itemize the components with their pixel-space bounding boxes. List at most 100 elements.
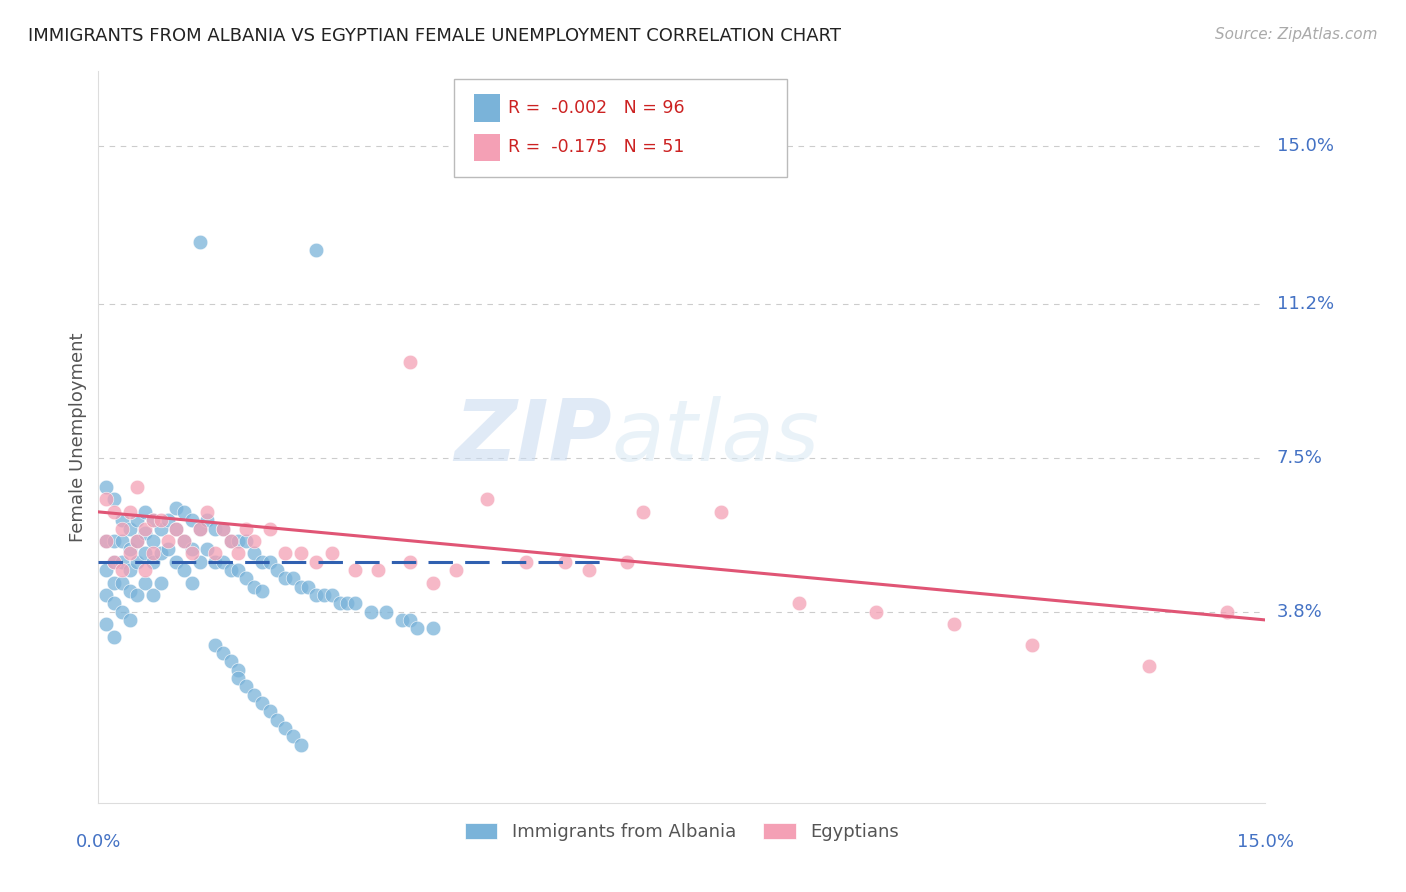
Point [422,621,444,635]
Point [219,655,242,669]
Point [111,605,134,619]
Point [142,588,165,602]
Point [274,721,297,735]
Point [204,521,226,535]
Point [274,546,297,560]
Point [266,713,288,727]
Point [243,580,266,594]
Point [259,705,281,719]
Point [422,575,444,590]
Point [235,680,257,694]
Point [142,533,165,548]
Point [142,513,165,527]
Point [290,580,312,594]
Point [134,563,156,577]
Point [228,533,250,548]
Point [250,696,273,710]
Point [103,630,125,644]
Point [165,555,187,569]
Point [336,596,359,610]
Text: 0.0%: 0.0% [76,833,121,851]
Point [118,546,141,560]
Point [142,513,165,527]
Point [180,513,202,527]
Point [134,505,156,519]
Point [127,533,149,548]
Point [111,563,134,577]
Point [195,513,218,527]
Legend: Immigrants from Albania, Egyptians: Immigrants from Albania, Egyptians [458,816,905,848]
Point [305,243,328,257]
Point [321,546,343,560]
Point [96,480,118,494]
Text: IMMIGRANTS FROM ALBANIA VS EGYPTIAN FEMALE UNEMPLOYMENT CORRELATION CHART: IMMIGRANTS FROM ALBANIA VS EGYPTIAN FEMA… [28,27,841,45]
Point [103,533,125,548]
Point [1215,605,1237,619]
Point [149,521,172,535]
Point [616,555,638,569]
Point [212,521,235,535]
Point [149,513,172,527]
Point [281,571,304,585]
Point [360,605,382,619]
Point [515,555,537,569]
Text: 15.0%: 15.0% [1237,833,1294,851]
Point [290,546,312,560]
Point [142,546,165,560]
Point [96,617,118,632]
Point [235,533,257,548]
Point [250,583,273,598]
Point [118,521,141,535]
Point [173,533,195,548]
Point [111,513,134,527]
Point [96,533,118,548]
Text: ZIP: ZIP [454,395,612,479]
Point [111,555,134,569]
Point [157,542,180,557]
Point [188,555,211,569]
Point [212,555,235,569]
Point [103,505,125,519]
Point [259,555,281,569]
Point [375,605,398,619]
Text: atlas: atlas [612,395,820,479]
Point [235,571,257,585]
Point [305,588,328,602]
Point [134,521,156,535]
Point [134,525,156,540]
Point [219,533,242,548]
Point [398,555,420,569]
Point [250,555,273,569]
Point [235,521,257,535]
Point [96,492,118,507]
Point [212,521,235,535]
Text: R =  -0.002   N = 96: R = -0.002 N = 96 [508,99,685,117]
Point [134,546,156,560]
Point [297,580,319,594]
Point [134,575,156,590]
Text: R =  -0.175   N = 51: R = -0.175 N = 51 [508,138,685,156]
FancyBboxPatch shape [454,78,787,178]
Point [943,617,966,632]
Point [446,563,468,577]
Point [554,555,576,569]
Point [142,555,165,569]
Point [398,355,420,369]
Point [787,596,810,610]
Point [219,563,242,577]
Point [477,492,499,507]
Point [212,646,235,660]
Point [321,588,343,602]
Point [195,505,218,519]
Point [127,513,149,527]
Point [243,688,266,702]
Point [367,563,389,577]
Point [398,613,420,627]
Point [173,563,195,577]
Point [243,546,266,560]
Point [1021,638,1043,652]
Point [312,588,335,602]
Point [204,546,226,560]
Point [266,563,288,577]
Point [228,563,250,577]
